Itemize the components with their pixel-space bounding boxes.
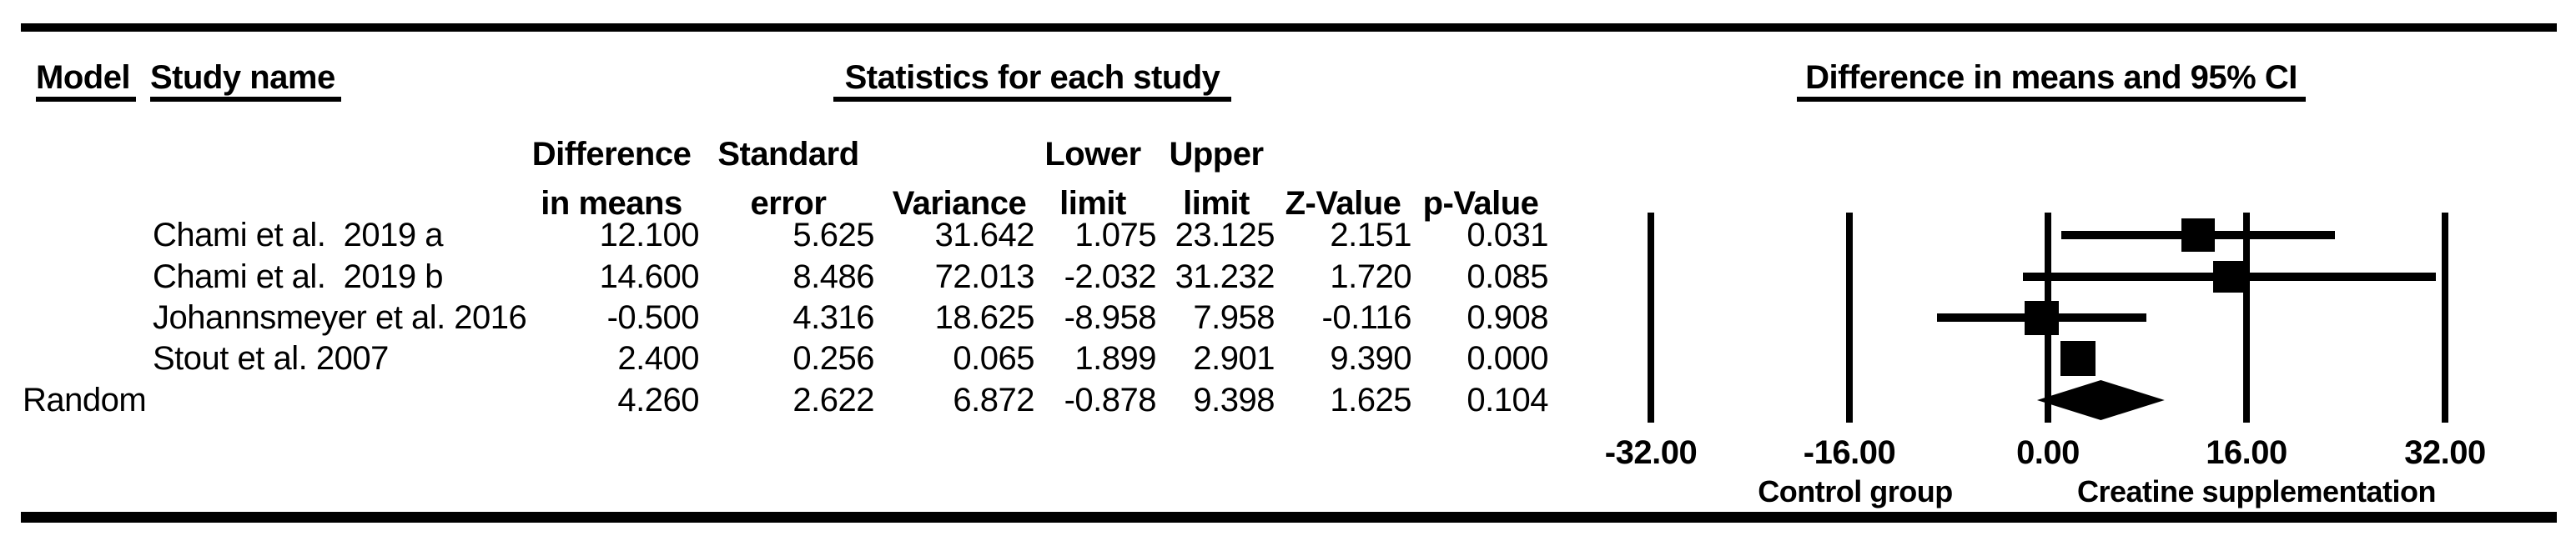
stat-cell-p: 0.031: [1467, 217, 1548, 253]
stat-cell-p: 0.908: [1467, 299, 1548, 336]
stat-cell-lower: -8.958: [1064, 299, 1157, 336]
axis-tick-label: 16.00: [2206, 434, 2287, 471]
model-column-header: Model: [36, 60, 136, 102]
stat-cell-diff: -0.500: [606, 299, 700, 336]
axis-tick-label: 32.00: [2404, 434, 2486, 471]
stat-cell-diff: 14.600: [599, 258, 700, 295]
stat-cell-variance: 6.872: [953, 382, 1034, 418]
stat-cell-lower: -0.878: [1064, 382, 1157, 418]
axis-tick-label: -16.00: [1803, 434, 1896, 471]
stat-cell-variance: 18.625: [934, 299, 1035, 336]
stat-cell-p: 0.085: [1467, 258, 1548, 295]
stat-cell-diff: 12.100: [599, 217, 700, 253]
stat-cell-variance: 72.013: [934, 258, 1035, 295]
effect-square: [2181, 218, 2215, 252]
stat-cell-variance: 31.642: [934, 217, 1035, 253]
summary-diamond: [2036, 380, 2165, 420]
stat-cell-diff: 2.400: [617, 340, 699, 377]
plot-gridline: [2243, 213, 2250, 423]
stat-cell-z: -0.116: [1321, 299, 1412, 336]
stat-cell-upper: 9.398: [1193, 382, 1275, 418]
stats-group-header: Statistics for each study: [833, 60, 1231, 102]
stat-cell-upper: 23.125: [1175, 217, 1275, 253]
top-rule: [21, 23, 2557, 32]
stat-cell-upper: 2.901: [1193, 340, 1275, 377]
study-name-cell: Johannsmeyer et al. 2016: [153, 299, 527, 336]
stat-cell-z: 1.625: [1330, 382, 1411, 418]
column-header-z-line2: Z-Value: [1285, 185, 1401, 222]
model-cell: Random: [23, 382, 147, 418]
study-name-cell: Chami et al. 2019 b: [153, 258, 444, 295]
stat-cell-lower: -2.032: [1064, 258, 1157, 295]
bottom-rule: [21, 512, 2557, 523]
stat-cell-p: 0.104: [1467, 382, 1548, 418]
study-name-cell: Chami et al. 2019 a: [153, 217, 444, 253]
stat-cell-se: 5.625: [792, 217, 874, 253]
stat-cell-se: 8.486: [792, 258, 874, 295]
stat-cell-lower: 1.075: [1074, 217, 1156, 253]
column-header-upper-line2: limit: [1183, 185, 1250, 222]
plot-group-header: Difference in means and 95% CI: [1797, 60, 2306, 102]
stat-cell-z: 1.720: [1330, 258, 1411, 295]
stat-cell-lower: 1.899: [1074, 340, 1156, 377]
stat-cell-z: 9.390: [1330, 340, 1411, 377]
effect-square: [2213, 261, 2246, 293]
stat-cell-upper: 7.958: [1193, 299, 1275, 336]
column-header-lower-line2: limit: [1059, 185, 1126, 222]
stat-cell-variance: 0.065: [953, 340, 1034, 377]
stat-cell-z: 2.151: [1330, 217, 1411, 253]
axis-tick-label: 0.00: [2016, 434, 2080, 471]
study-name-cell: Stout et al. 2007: [153, 340, 389, 377]
axis-tick-label: -32.00: [1604, 434, 1698, 471]
stat-cell-diff: 4.260: [617, 382, 699, 418]
stat-cell-p: 0.000: [1467, 340, 1548, 377]
column-header-se-line1: Standard: [717, 136, 859, 173]
column-header-variance-line2: Variance: [892, 185, 1027, 222]
stat-cell-se: 2.622: [792, 382, 874, 418]
plot-gridline: [1846, 213, 1853, 423]
effect-square: [2025, 300, 2060, 335]
study-name-column-header: Study name: [150, 60, 341, 102]
stat-cell-upper: 31.232: [1175, 258, 1275, 295]
column-header-se-line2: error: [750, 185, 827, 222]
plot-gridline: [2442, 213, 2448, 423]
plot-gridline: [1648, 213, 1654, 423]
column-header-diff-line1: Difference: [531, 136, 692, 173]
column-header-lower-line1: Lower: [1044, 136, 1141, 173]
stat-cell-se: 4.316: [792, 299, 874, 336]
column-header-upper-line1: Upper: [1169, 136, 1264, 173]
column-header-diff-line2: in means: [541, 185, 682, 222]
axis-group-label-left: Control group: [1758, 474, 1953, 508]
axis-group-label-right: Creatine supplementation: [2076, 474, 2437, 508]
effect-square: [2060, 341, 2096, 376]
stat-cell-se: 0.256: [792, 340, 874, 377]
column-header-p-line2: p-Value: [1422, 185, 1539, 222]
